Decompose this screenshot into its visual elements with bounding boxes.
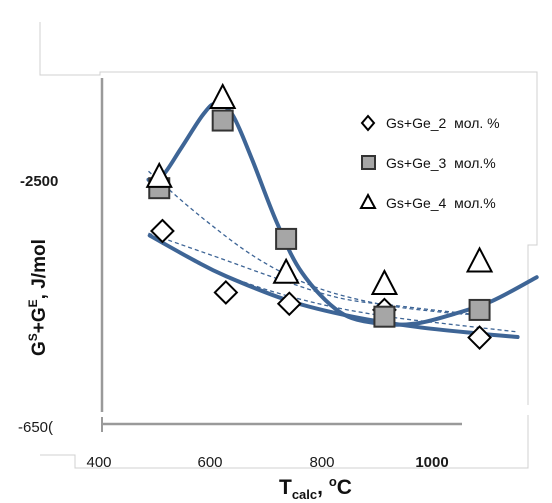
series-1-fit-line <box>147 233 520 339</box>
frame-bottom <box>40 415 529 469</box>
y-axis-title-unit: , J/mol <box>29 239 50 299</box>
series-2-fit-line <box>146 101 539 327</box>
x-axis-title: Tcalc, oC <box>279 474 352 502</box>
data-markers <box>145 82 494 350</box>
y-axis-title-sup-e: E <box>26 299 40 307</box>
y-tick-label-6500: -650( <box>18 419 53 436</box>
x-axis-title-sub: calc <box>292 487 317 502</box>
series-3-dashed-fit-line <box>148 232 480 316</box>
y-axis-title: GS+GE, J/mol <box>26 239 50 356</box>
legend-label-series-3: Gs+Ge_4 мол.% <box>386 195 496 211</box>
series-1-point-3 <box>276 291 302 317</box>
series-3-point-4 <box>370 268 399 295</box>
series-2-point-2 <box>211 109 234 132</box>
series-1-point-1 <box>150 218 175 244</box>
legend-triangle-marker <box>359 192 377 209</box>
legend-item-series-2: Gs+Ge_3 мол.% <box>361 155 496 171</box>
legend-square-marker <box>361 155 376 170</box>
legend-item-series-1: Gs+Ge_2 мол. % <box>360 114 500 132</box>
series-1-point-2 <box>213 280 239 305</box>
series-1-dashed-fit-line <box>149 234 518 333</box>
legend-item-series-3: Gs+Ge_4 мол.% <box>359 192 496 211</box>
x-axis-title-sep: , <box>317 476 329 499</box>
frame-top <box>39 22 538 405</box>
series-2-point-3 <box>275 227 298 250</box>
legend-label-series-2: Gs+Ge_3 мол.% <box>386 155 496 171</box>
series-3-point-2 <box>209 82 237 109</box>
y-axis-title-sup-s: S <box>26 333 40 341</box>
plot-frame <box>39 22 538 469</box>
legend-label-series-1: Gs+Ge_2 мол. % <box>386 115 500 131</box>
series-2-dashed-fit-line <box>148 170 480 316</box>
x-axis-title-unit: C <box>337 476 352 499</box>
y-axis-title-g: G <box>29 341 50 356</box>
x-axis-title-sup: o <box>329 474 337 489</box>
x-tick-label-800: 800 <box>309 454 334 471</box>
series-3-point-5 <box>465 246 494 273</box>
legend: Gs+Ge_2 мол. % Gs+Ge_3 мол.% Gs+Ge_4 мол… <box>359 114 500 211</box>
legend-diamond-marker <box>360 114 376 132</box>
solid-fit-curves <box>146 101 539 339</box>
series-2-point-4 <box>373 305 396 328</box>
y-axis-title-plus-g: +G <box>29 307 50 333</box>
series-3-point-1 <box>145 161 173 188</box>
x-tick-label-400: 400 <box>86 454 111 471</box>
series-1-point-5 <box>467 325 492 350</box>
x-tick-label-1000: 1000 <box>415 454 448 471</box>
series-2-point-5 <box>468 298 491 321</box>
x-tick-label-600: 600 <box>197 454 222 471</box>
series-3-point-3 <box>272 257 300 284</box>
x-axis-title-base: T <box>279 476 292 499</box>
y-tick-label-2500: -2500 <box>20 173 58 190</box>
